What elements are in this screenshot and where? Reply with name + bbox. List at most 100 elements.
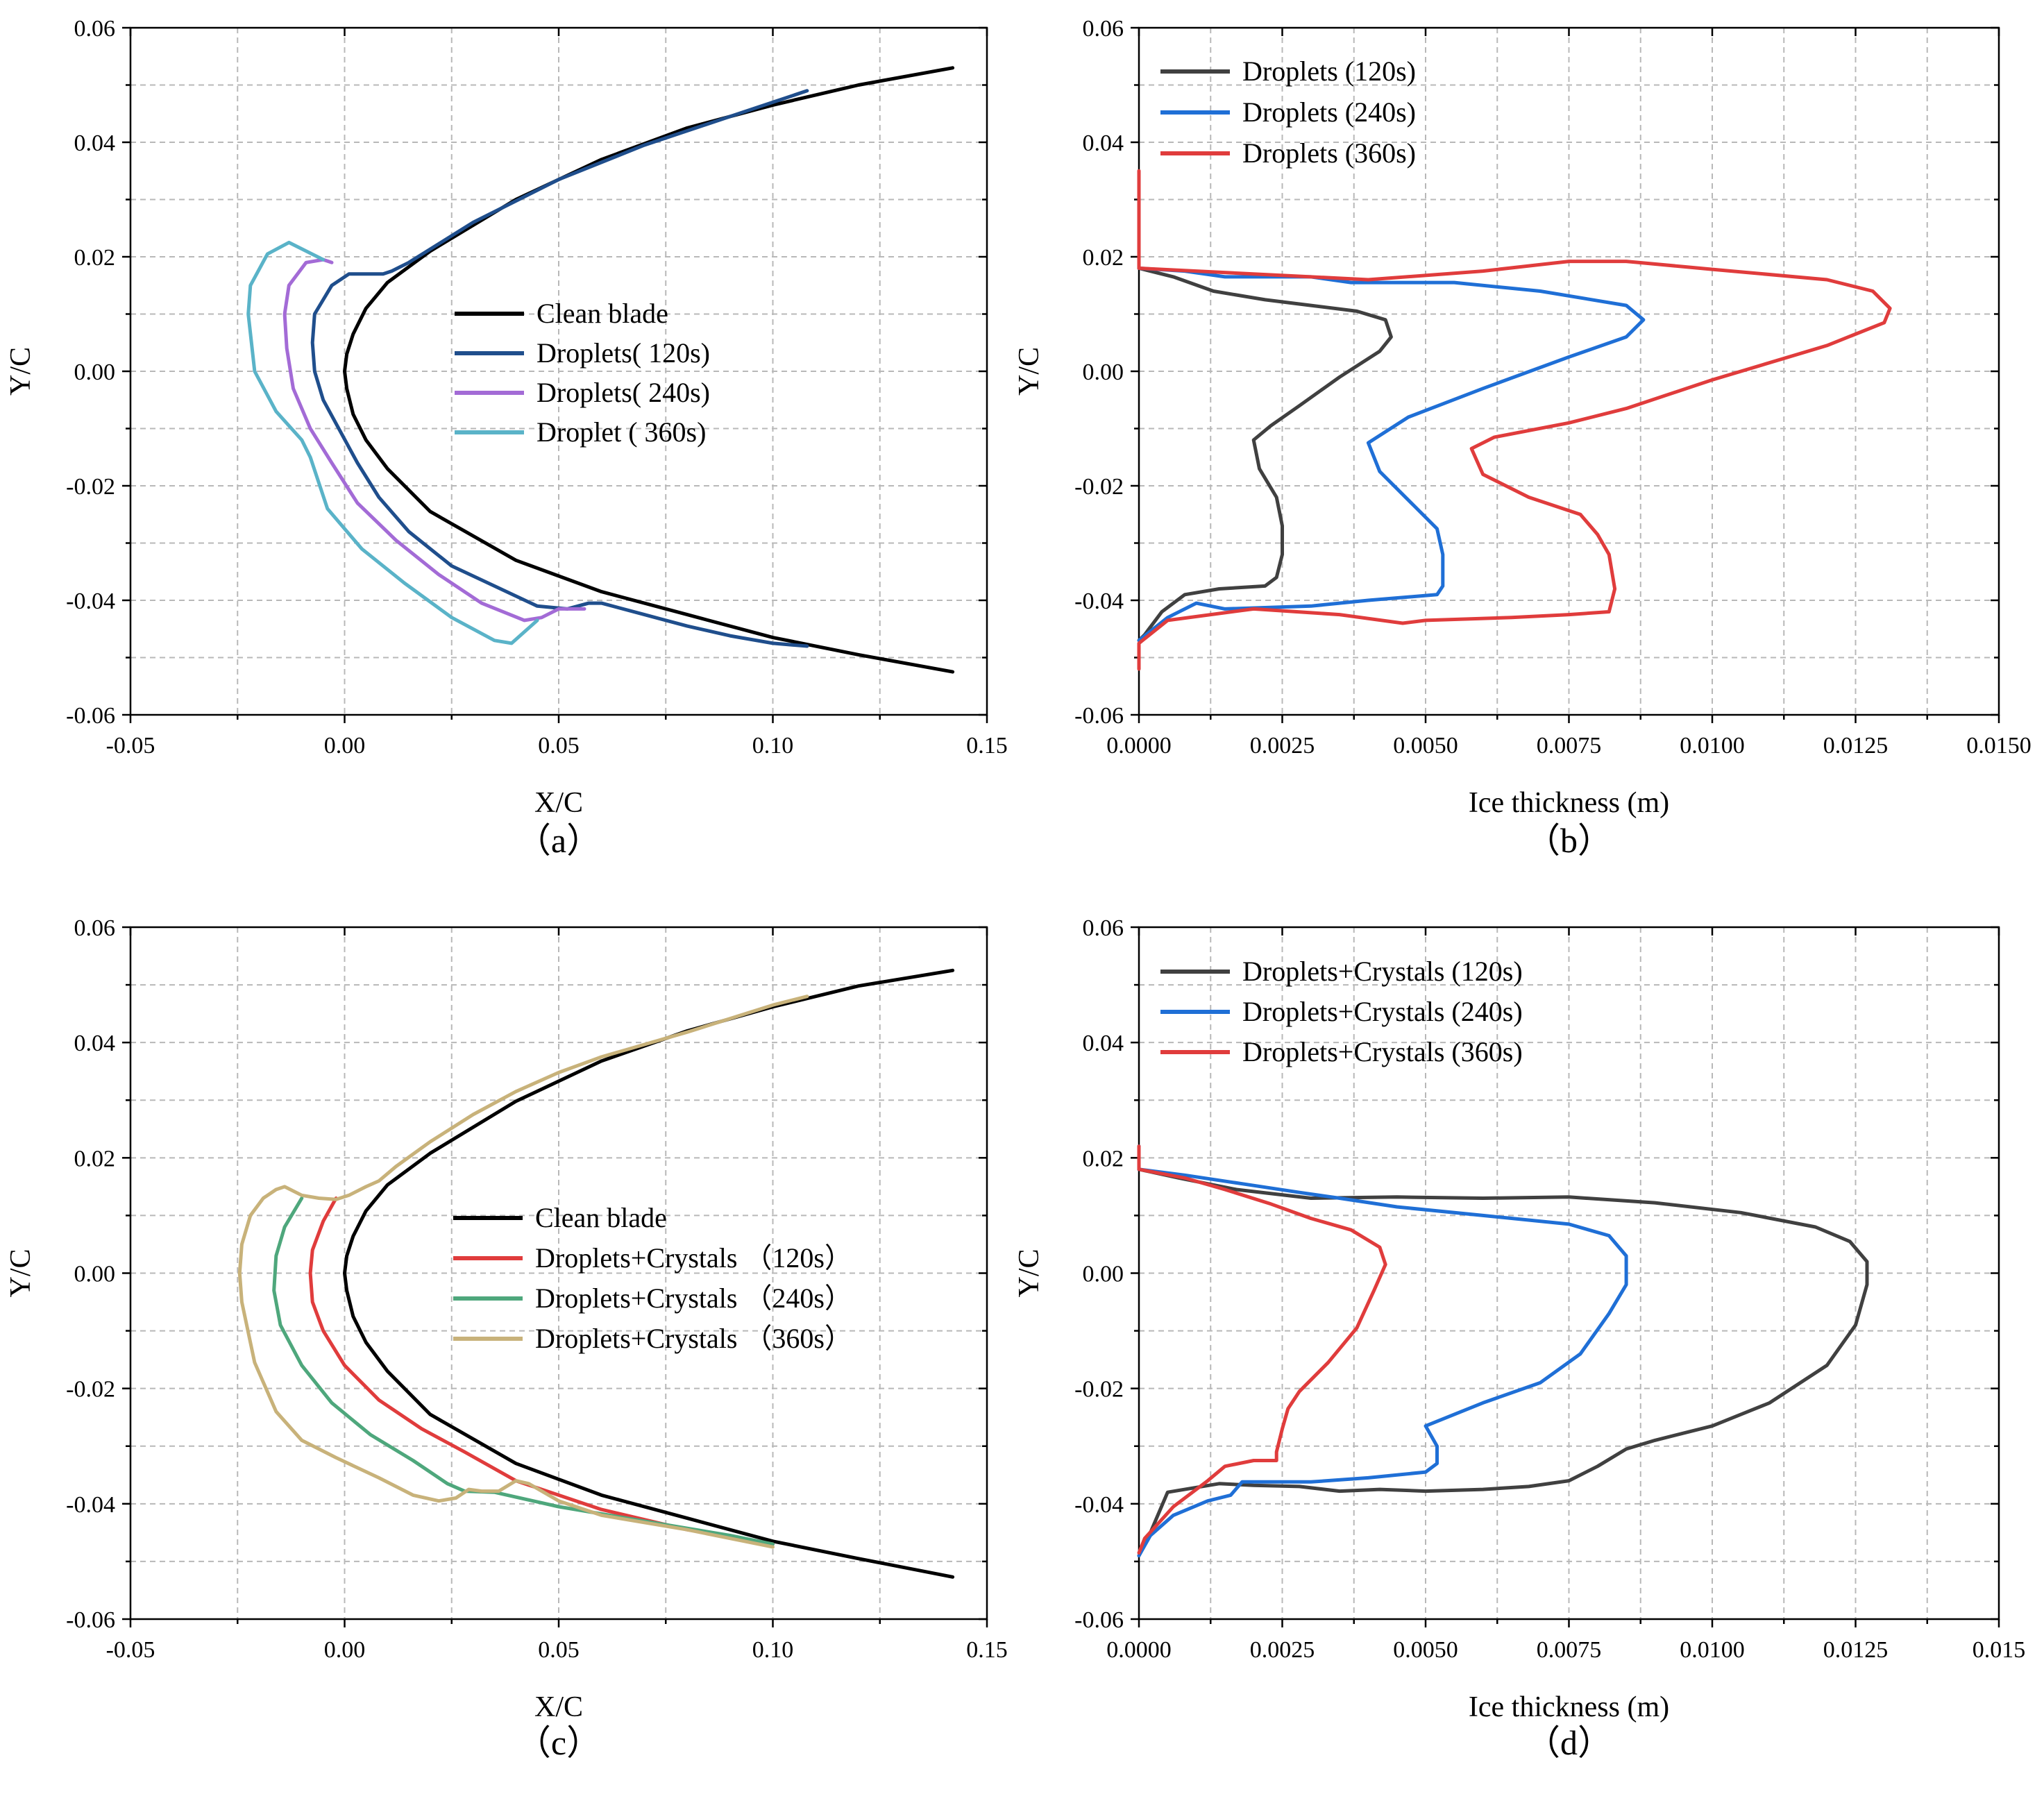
y-tick-label: -0.02 [1074,1377,1124,1403]
y-tick-label: -0.04 [1074,589,1124,614]
y-tick-label: -0.06 [1074,703,1124,729]
chart-panel-1: -0.05 0.00 0.05 0.10 0.15 -0.06 -0.04 -0.02 0.00… [5,16,1008,860]
panel-label: （d） [1526,1723,1612,1762]
legend-entry-label: Droplets+Crystals (240s) [1242,996,1523,1027]
x-tick-label: 0.0075 [1537,733,1602,759]
y-tick-label: 0.00 [74,359,116,385]
x-tick-label: 0.00 [324,733,366,759]
y-axis-title: Y/C [5,1249,37,1297]
gridlines [130,28,987,715]
legend-entry-label: Droplets (120s) [1242,56,1416,87]
series-line [310,89,809,648]
panel-label: （c） [516,1723,601,1762]
legend-entry-label: Droplets( 120s) [537,337,710,369]
legend-entry-label: Droplets (360s) [1242,137,1416,169]
series-line [1137,1156,1869,1558]
x-tick-label: 0.0100 [1680,1637,1745,1663]
legend: Clean blade Droplets( 120s) Droplets( 240s… [455,298,710,448]
legend-entry-label: Droplets (240s) [1242,96,1416,128]
y-tick-label: 0.00 [1083,359,1124,385]
x-tick-label: 0.0000 [1106,733,1172,759]
y-tick-label: 0.04 [1083,1031,1124,1056]
legend-entry-label: Droplets+Crystals （120s） [535,1242,852,1273]
legend-entry-label: Clean blade [535,1202,667,1233]
x-tick-label: 0.00 [324,1637,366,1663]
y-tick-label: -0.06 [66,1607,115,1633]
series-line [1137,232,1646,643]
y-tick-label: 0.02 [74,245,116,271]
x-tick-label: 0.0000 [1106,1637,1172,1663]
x-tick-label: -0.05 [106,1637,155,1663]
legend-entry-label: Droplets+Crystals (120s) [1242,956,1523,987]
y-tick-label: 0.02 [74,1146,116,1171]
x-tick-label: 0.0125 [1823,1637,1889,1663]
legend-entry-label: Droplets+Crystals （360s） [535,1323,852,1354]
y-tick-label: -0.04 [66,1492,115,1518]
series-line [1137,1144,1387,1555]
y-tick-label: -0.06 [66,703,115,729]
legend-entry-label: Clean blade [537,298,668,329]
x-axis-title: Ice thickness (m) [1469,1691,1669,1723]
y-tick-label: 0.00 [1083,1262,1124,1287]
chart-panel-3: -0.05 0.00 0.05 0.10 0.15 -0.06 -0.04 -0.02 0.00… [5,915,1008,1762]
y-axis-title: Y/C [1013,1249,1045,1297]
x-tick-label: 0.0075 [1537,1637,1602,1663]
x-axis-title: X/C [534,787,583,819]
series-line [237,995,809,1549]
series-line [1137,232,1393,643]
x-tick-label: -0.05 [106,733,155,759]
x-tick-label: 0.05 [538,1637,580,1663]
x-tick-label: 0.0050 [1393,1637,1458,1663]
y-tick-label: -0.02 [1074,474,1124,500]
x-tick-label: 0.0025 [1250,1637,1315,1663]
x-tick-label: 0.015 [1973,1637,2026,1663]
series-line [308,1196,775,1546]
x-axis-title: X/C [534,1691,583,1723]
x-tick-label: 0.10 [752,733,794,759]
y-axis-title: Y/C [1013,347,1045,396]
x-tick-label: 0.15 [966,1637,1008,1663]
y-tick-label: 0.00 [74,1262,116,1287]
legend-entry-label: Droplets( 240s) [537,377,710,408]
legend-entry-label: Droplets+Crystals (360s) [1242,1036,1523,1067]
y-tick-label: 0.02 [1083,1146,1124,1171]
legend-entry-label: Droplets+Crystals （240s） [535,1283,852,1314]
series-line [246,240,539,645]
x-tick-label: 0.0100 [1680,733,1745,759]
x-tick-label: 0.0025 [1250,733,1315,759]
panel-label: （a） [516,821,601,860]
gridlines [1139,927,1999,1619]
y-tick-label: -0.04 [66,589,115,614]
x-tick-label: 0.0125 [1823,733,1889,759]
x-tick-label: 0.15 [966,733,1008,759]
x-axis-title: Ice thickness (m) [1469,787,1669,819]
y-tick-label: 0.04 [74,130,116,156]
y-tick-label: -0.02 [66,474,115,500]
series-line [282,257,586,623]
gridlines [1139,28,1999,715]
y-tick-label: 0.06 [74,915,116,941]
legend: Droplets+Crystals (120s) Droplets+Crystal… [1160,956,1523,1067]
y-tick-label: 0.06 [74,16,116,42]
y-tick-label: -0.04 [1074,1492,1124,1518]
legend: Clean blade Droplets+Crystals （120s） Dropl… [453,1202,852,1354]
y-tick-label: -0.06 [1074,1607,1124,1633]
y-tick-label: 0.04 [74,1031,116,1056]
x-tick-label: 0.0150 [1966,733,2032,759]
series-line [343,66,955,674]
panel-label: （b） [1526,821,1612,860]
y-tick-label: 0.06 [1083,16,1124,42]
series-line [343,968,955,1579]
series-line [1137,1144,1628,1558]
y-tick-label: 0.06 [1083,915,1124,941]
chart-panel-2: 0.0000 0.0025 0.0050 0.0075 0.0100 0.0125 0.01… [1013,16,2032,860]
x-tick-label: 0.05 [538,733,580,759]
legend-entry-label: Droplet ( 360s) [537,416,706,448]
legend: Droplets (120s) Droplets (240s) Droplets (… [1160,56,1416,169]
x-tick-label: 0.10 [752,1637,794,1663]
y-axis-title: Y/C [5,347,37,396]
x-tick-label: 0.0050 [1393,733,1458,759]
series-line [1137,169,1892,671]
chart-panel-4: 0.0000 0.0025 0.0050 0.0075 0.0100 0.0125 0.01… [1013,915,2025,1762]
